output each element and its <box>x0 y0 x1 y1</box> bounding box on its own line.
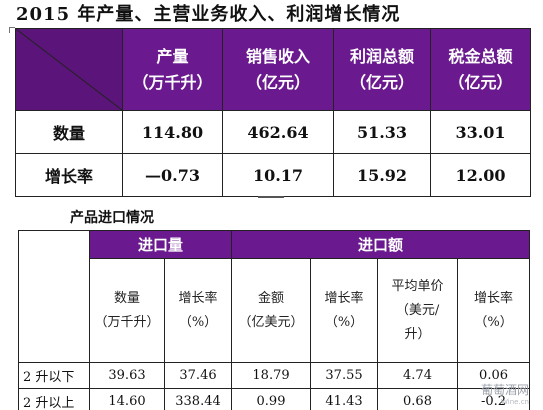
table-cell: 462.64 <box>222 110 334 154</box>
table-cell: -0.2 <box>457 388 531 410</box>
header-production: 产量 （万千升） <box>122 28 223 111</box>
subheader-average-price: 平均单价 （美元/升） <box>377 258 459 363</box>
import-group-row: 进口量 进口额 <box>18 230 531 363</box>
table-cell: 39.63 <box>89 362 165 389</box>
table-row: 2 升以上 14.60 338.44 0.99 41.43 0.68 -0.2 <box>18 388 531 410</box>
row-label: 2 升以下 <box>18 362 90 389</box>
summary-header-row: 产量 （万千升） 销售收入 （亿元） 利润总额 （亿元） 税金总额 （亿元） <box>15 28 531 111</box>
row-label: 2 升以上 <box>18 388 90 410</box>
import-subheader-row: 数量 （万千升） 增长率 （%） 金额 （亿美元） 增长率 （%） 平均单价 （美元/升）… <box>19 258 531 363</box>
diagonal-corner-cell <box>15 28 123 111</box>
table-cell: 51.33 <box>333 110 431 154</box>
blank-corner-cell <box>18 230 90 363</box>
header-total-profit: 利润总额 （亿元） <box>333 28 431 111</box>
table-cell: 12.00 <box>430 153 531 197</box>
header-total-tax: 税金总额 （亿元） <box>430 28 531 111</box>
table-cell: 0.68 <box>377 388 459 410</box>
table-cell: 15.92 <box>333 153 431 197</box>
group-import-volume: 进口量 <box>88 230 233 259</box>
table-cell: 10.17 <box>222 153 334 197</box>
subheader-price-growth: 增长率 （%） <box>457 258 531 363</box>
corner-arrow-mark <box>9 27 15 33</box>
subheader-quantity: 数量 （万千升） <box>89 258 165 363</box>
table-cell: 338.44 <box>163 388 233 410</box>
page-title: 2015 年产量、主营业务收入、利润增长情况 <box>16 4 401 25</box>
diagonal-line <box>16 29 122 110</box>
subheader-amount: 金额 （亿美元） <box>231 258 312 363</box>
table-row: 数量 114.80 462.64 51.33 33.01 <box>15 110 531 154</box>
row-label: 增长率 <box>15 153 123 197</box>
watermark-text: 葡萄酒网 <box>480 383 529 397</box>
table-cell: 114.80 <box>122 110 223 154</box>
row-label: 数量 <box>15 110 123 154</box>
table-cell: 0.06 <box>457 362 531 389</box>
table-row: 2 升以下 39.63 37.46 18.79 37.55 4.74 0.06 <box>18 362 531 389</box>
table-cell: 14.60 <box>89 388 165 410</box>
header-sales-revenue: 销售收入 （亿元） <box>222 28 334 111</box>
table-cell: 37.55 <box>310 362 379 389</box>
subheader-volume-growth: 增长率 （%） <box>163 258 233 363</box>
group-import-value: 进口额 <box>231 230 531 259</box>
table-cell: 4.74 <box>377 362 459 389</box>
table-cell: 41.43 <box>310 388 379 410</box>
watermark-subtext: Wine.cn <box>501 398 529 406</box>
underline-mark <box>258 196 284 198</box>
table-cell: 0.99 <box>231 388 312 410</box>
site-watermark: 葡萄酒网 Wine.cn <box>481 384 529 408</box>
table-cell: 18.79 <box>231 362 312 389</box>
subheader-amount-growth: 增长率 （%） <box>310 258 379 363</box>
section-subtitle: 产品进口情况 <box>70 210 154 226</box>
summary-table: 产量 （万千升） 销售收入 （亿元） 利润总额 （亿元） 税金总额 （亿元） 数量 11… <box>15 28 531 197</box>
import-table: 进口量 进口额 数量 （万千升） 增长率 （%） 金额 （亿美元） 增长率 （%） 平均… <box>18 230 531 410</box>
table-cell: —0.73 <box>122 153 223 197</box>
table-cell: 37.46 <box>163 362 233 389</box>
table-cell: 33.01 <box>430 110 531 154</box>
table-row: 增长率 —0.73 10.17 15.92 12.00 <box>15 153 531 197</box>
